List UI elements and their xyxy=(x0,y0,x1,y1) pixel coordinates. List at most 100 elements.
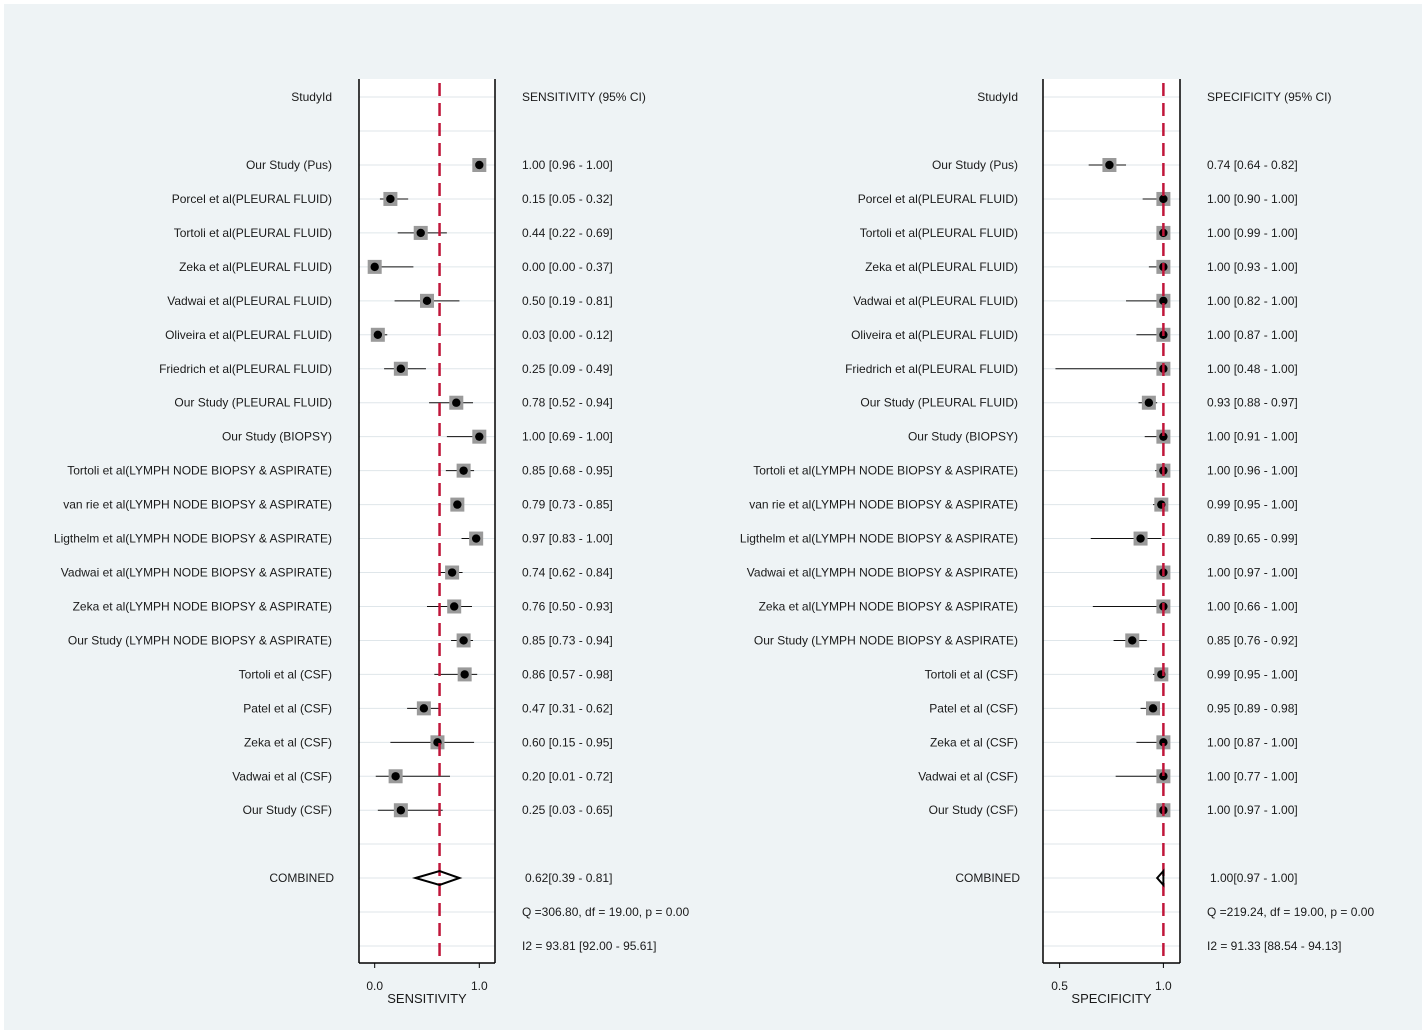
ci-label: 1.00 [0.69 - 1.00] xyxy=(522,430,613,444)
ci-label: 1.00 [0.82 - 1.00] xyxy=(1207,294,1298,308)
specificity-x-tick-label: 1.0 xyxy=(1155,979,1172,993)
point-estimate xyxy=(1128,636,1137,645)
study-label: Our Study (PLEURAL FLUID) xyxy=(860,396,1018,410)
specificity-q-statistic: Q =219.24, df = 19.00, p = 0.00 xyxy=(1207,905,1374,919)
specificity-study-header: StudyId xyxy=(977,90,1018,104)
point-estimate xyxy=(459,636,468,645)
ci-label: 0.89 [0.65 - 0.99] xyxy=(1207,532,1298,546)
study-label: Tortoli et al(LYMPH NODE BIOPSY & ASPIRA… xyxy=(67,464,332,478)
point-estimate xyxy=(391,772,400,781)
study-label: Patel et al (CSF) xyxy=(243,701,332,715)
sensitivity-combined-ci-label: 0.62[0.39 - 0.81] xyxy=(525,871,612,885)
ci-label: 0.15 [0.05 - 0.32] xyxy=(522,192,613,206)
specificity-x-axis-label: SPECIFICITY xyxy=(1071,991,1152,1006)
specificity-plot-area xyxy=(1043,79,1180,963)
study-label: Zeka et al(PLEURAL FLUID) xyxy=(865,260,1018,274)
study-label: Vadwai et al(PLEURAL FLUID) xyxy=(167,294,332,308)
point-estimate xyxy=(373,330,383,339)
study-label: Tortoli et al(PLEURAL FLUID) xyxy=(174,226,332,240)
study-label: Zeka et al(PLEURAL FLUID) xyxy=(179,260,332,274)
study-label: Patel et al (CSF) xyxy=(929,701,1018,715)
study-label: Our Study (Pus) xyxy=(246,158,332,172)
ci-label: 1.00 [0.96 - 1.00] xyxy=(522,158,613,172)
study-label: Our Study (BIOPSY) xyxy=(908,430,1018,444)
point-estimate xyxy=(1159,194,1168,204)
ci-label: 0.60 [0.15 - 0.95] xyxy=(522,735,613,749)
sensitivity-q-statistic: Q =306.80, df = 19.00, p = 0.00 xyxy=(522,905,689,919)
ci-label: 1.00 [0.87 - 1.00] xyxy=(1207,328,1298,342)
study-label: Vadwai et al(PLEURAL FLUID) xyxy=(853,294,1018,308)
ci-label: 0.00 [0.00 - 0.37] xyxy=(522,260,613,274)
point-estimate xyxy=(419,704,429,713)
study-label: Ligthelm et al(LYMPH NODE BIOPSY & ASPIR… xyxy=(740,532,1018,546)
ci-label: 0.85 [0.76 - 0.92] xyxy=(1207,633,1298,647)
point-estimate xyxy=(471,534,481,543)
study-label: Tortoli et al (CSF) xyxy=(239,667,332,681)
point-estimate xyxy=(452,398,461,407)
sensitivity-plot-area xyxy=(359,79,495,963)
ci-label: 0.25 [0.09 - 0.49] xyxy=(522,362,613,376)
ci-label: 0.99 [0.95 - 1.00] xyxy=(1207,498,1298,512)
ci-label: 0.78 [0.52 - 0.94] xyxy=(522,396,613,410)
ci-label: 0.93 [0.88 - 0.97] xyxy=(1207,396,1298,410)
ci-label: 0.79 [0.73 - 0.85] xyxy=(522,498,613,512)
ci-label: 0.47 [0.31 - 0.62] xyxy=(522,701,613,715)
study-label: van rie et al(LYMPH NODE BIOPSY & ASPIRA… xyxy=(63,498,332,512)
ci-label: 0.03 [0.00 - 0.12] xyxy=(522,328,613,342)
study-label: Porcel et al(PLEURAL FLUID) xyxy=(858,192,1018,206)
study-label: Oliveira et al(PLEURAL FLUID) xyxy=(851,328,1018,342)
ci-label: 0.20 [0.01 - 0.72] xyxy=(522,769,613,783)
study-label: Vadwai et al (CSF) xyxy=(918,769,1018,783)
point-estimate xyxy=(1159,772,1168,781)
specificity-combined-diamond xyxy=(1155,868,1165,888)
ci-label: 1.00 [0.93 - 1.00] xyxy=(1207,260,1298,274)
specificity-combined-label: COMBINED xyxy=(955,871,1020,885)
point-estimate xyxy=(386,194,395,204)
study-label: Our Study (PLEURAL FLUID) xyxy=(174,396,332,410)
study-label: Tortoli et al(LYMPH NODE BIOPSY & ASPIRA… xyxy=(753,464,1018,478)
sensitivity-ci-header: SENSITIVITY (95% CI) xyxy=(522,90,646,104)
ci-label: 1.00 [0.77 - 1.00] xyxy=(1207,769,1298,783)
study-label: Porcel et al(PLEURAL FLUID) xyxy=(172,192,332,206)
point-estimate xyxy=(396,364,406,373)
study-label: Vadwai et al(LYMPH NODE BIOPSY & ASPIRAT… xyxy=(61,566,332,580)
point-estimate xyxy=(475,160,484,170)
specificity-i2-statistic: I2 = 91.33 [88.54 - 94.13] xyxy=(1207,939,1341,953)
study-label: Tortoli et al (CSF) xyxy=(925,667,1018,681)
specificity-combined-ci-label: 1.00[0.97 - 1.00] xyxy=(1210,871,1297,885)
sensitivity-combined-label: COMBINED xyxy=(269,871,334,885)
ci-label: 1.00 [0.91 - 1.00] xyxy=(1207,430,1298,444)
sensitivity-x-tick-label: 0.0 xyxy=(366,979,383,993)
point-estimate xyxy=(450,602,459,611)
figure-background xyxy=(4,4,1422,1030)
study-label: Our Study (LYMPH NODE BIOPSY & ASPIRATE) xyxy=(68,633,332,647)
ci-label: 0.86 [0.57 - 0.98] xyxy=(522,667,613,681)
point-estimate xyxy=(416,228,425,238)
ci-label: 0.50 [0.19 - 0.81] xyxy=(522,294,613,308)
study-label: Ligthelm et al(LYMPH NODE BIOPSY & ASPIR… xyxy=(54,532,332,546)
study-label: Friedrich et al(PLEURAL FLUID) xyxy=(845,362,1018,376)
ci-label: 0.74 [0.62 - 0.84] xyxy=(522,566,613,580)
point-estimate xyxy=(370,262,379,272)
point-estimate xyxy=(396,806,406,815)
sensitivity-x-tick-label: 1.0 xyxy=(471,979,488,993)
ci-label: 1.00 [0.99 - 1.00] xyxy=(1207,226,1298,240)
point-estimate xyxy=(1148,704,1158,713)
ci-label: 1.00 [0.97 - 1.00] xyxy=(1207,803,1298,817)
specificity-ci-header: SPECIFICITY (95% CI) xyxy=(1207,90,1331,104)
study-label: van rie et al(LYMPH NODE BIOPSY & ASPIRA… xyxy=(749,498,1018,512)
ci-label: 1.00 [0.66 - 1.00] xyxy=(1207,599,1298,613)
study-label: Our Study (Pus) xyxy=(932,158,1018,172)
sensitivity-x-axis-label: SENSITIVITY xyxy=(387,991,467,1006)
ci-label: 1.00 [0.87 - 1.00] xyxy=(1207,735,1298,749)
ci-label: 1.00 [0.96 - 1.00] xyxy=(1207,464,1298,478)
point-estimate xyxy=(459,466,468,475)
study-label: Our Study (BIOPSY) xyxy=(222,430,332,444)
ci-label: 0.85 [0.68 - 0.95] xyxy=(522,464,613,478)
ci-label: 0.25 [0.03 - 0.65] xyxy=(522,803,613,817)
ci-label: 1.00 [0.90 - 1.00] xyxy=(1207,192,1298,206)
specificity-x-tick-label: 0.5 xyxy=(1051,979,1068,993)
study-label: Zeka et al (CSF) xyxy=(930,735,1018,749)
ci-label: 0.74 [0.64 - 0.82] xyxy=(1207,158,1298,172)
